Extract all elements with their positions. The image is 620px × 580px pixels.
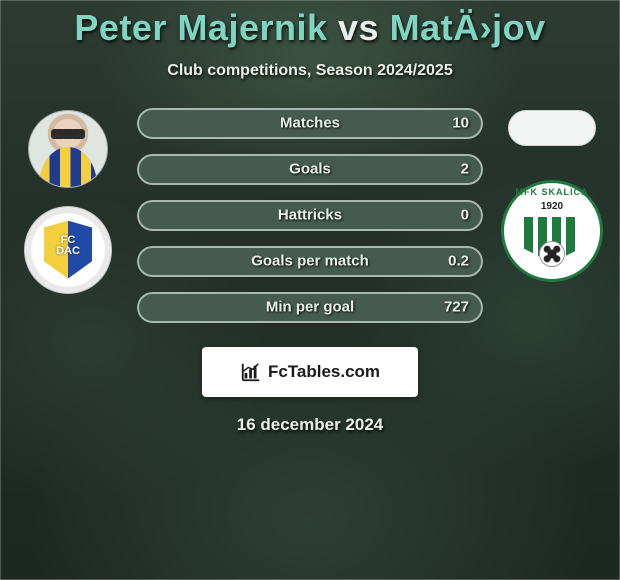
stat-row-hattricks: Hattricks 0 bbox=[137, 200, 483, 231]
brand-box[interactable]: FcTables.com bbox=[202, 347, 418, 397]
title-player2: MatÄ›jov bbox=[390, 7, 546, 48]
club-logo-right-year: 1920 bbox=[504, 201, 600, 212]
page-title: Peter Majernik vs MatÄ›jov bbox=[0, 8, 620, 48]
stat-row-gpm: Goals per match 0.2 bbox=[137, 246, 483, 277]
stat-value: 0.2 bbox=[448, 253, 469, 270]
left-column bbox=[13, 108, 123, 294]
stat-label: Min per goal bbox=[137, 299, 483, 316]
club-logo-right-name: MFK SKALICA bbox=[504, 187, 600, 197]
stat-label: Matches bbox=[137, 115, 483, 132]
stat-value: 10 bbox=[452, 115, 469, 132]
stat-value: 0 bbox=[461, 207, 469, 224]
chart-icon bbox=[240, 361, 262, 383]
stat-label: Hattricks bbox=[137, 207, 483, 224]
stat-row-matches: Matches 10 bbox=[137, 108, 483, 139]
club-logo-left bbox=[24, 206, 112, 294]
stat-label: Goals bbox=[137, 161, 483, 178]
stat-value: 2 bbox=[461, 161, 469, 178]
stat-row-mpg: Min per goal 727 bbox=[137, 292, 483, 323]
stat-row-goals: Goals 2 bbox=[137, 154, 483, 185]
stat-label: Goals per match bbox=[137, 253, 483, 270]
main-row: Matches 10 Goals 2 Hattricks 0 Goals per… bbox=[0, 108, 620, 323]
player-avatar bbox=[28, 110, 108, 188]
brand-text: FcTables.com bbox=[268, 362, 380, 382]
date-text: 16 december 2024 bbox=[0, 415, 620, 435]
content-root: Peter Majernik vs MatÄ›jov Club competit… bbox=[0, 0, 620, 580]
blank-avatar-pill bbox=[508, 110, 596, 146]
subtitle: Club competitions, Season 2024/2025 bbox=[0, 62, 620, 80]
stat-value: 727 bbox=[444, 299, 469, 316]
title-player1: Peter Majernik bbox=[74, 7, 327, 48]
stats-column: Matches 10 Goals 2 Hattricks 0 Goals per… bbox=[137, 108, 483, 323]
right-column: MFK SKALICA 1920 bbox=[497, 108, 607, 282]
title-vs: vs bbox=[338, 7, 379, 48]
club-logo-right: MFK SKALICA 1920 bbox=[501, 180, 603, 282]
soccer-ball-icon bbox=[539, 241, 565, 267]
